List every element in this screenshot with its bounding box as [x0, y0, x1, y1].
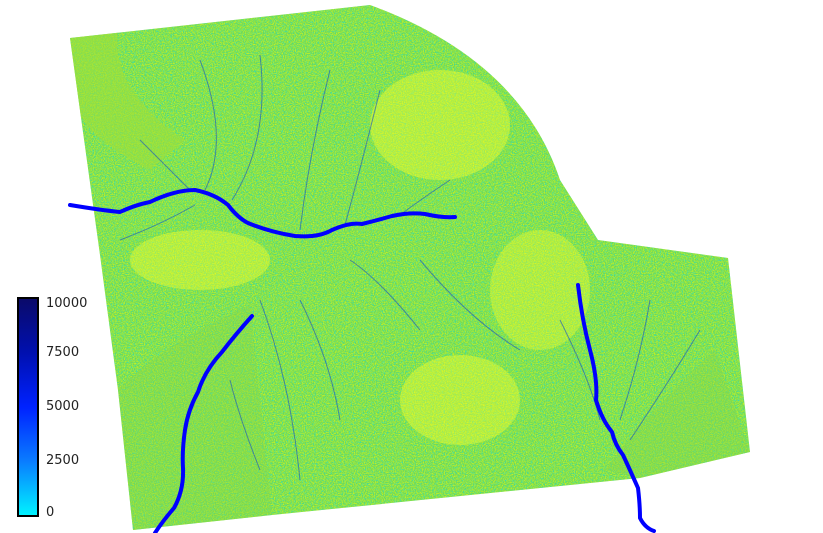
river-southwest — [153, 314, 254, 533]
legend-tick-10000: 10000 — [46, 296, 88, 311]
legend-color-bar — [17, 297, 39, 517]
river-north — [68, 188, 457, 239]
river-southeast — [576, 283, 656, 533]
legend-tick-5000: 5000 — [46, 399, 80, 414]
legend-tick-7500: 7500 — [46, 345, 80, 360]
legend-tick-0: 0 — [46, 505, 55, 520]
legend-tick-2500: 2500 — [46, 453, 80, 468]
river-network — [68, 188, 656, 533]
